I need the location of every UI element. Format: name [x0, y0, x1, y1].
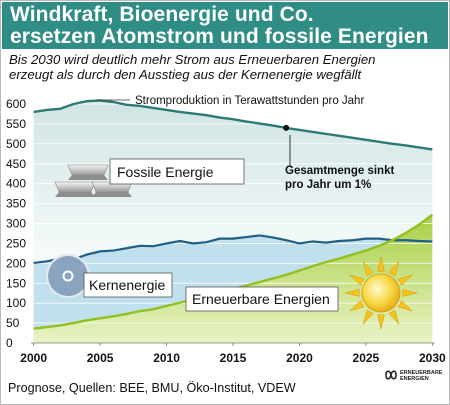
y-tick-label: 50: [6, 316, 20, 330]
source-note: Prognose, Quellen: BEE, BMU, Öko-Institu…: [8, 381, 296, 395]
nuclear-label-box: [83, 272, 173, 298]
annotation-total-decline-line-2: pro Jahr um 1%: [285, 179, 371, 191]
y-tick-label: 0: [6, 336, 13, 350]
series-line-total: [33, 99, 433, 151]
subtitle-line-1: Bis 2030 wird deutlich mehr Strom aus Er…: [9, 52, 376, 67]
metal-bars-icon: [54, 164, 133, 197]
y-tick-label: 150: [6, 276, 26, 290]
renewable-energy-label: Erneuerbare Energien: [192, 291, 330, 307]
sun-ray: [388, 309, 400, 325]
sun-ray: [362, 309, 374, 325]
sun-ray: [377, 256, 385, 272]
annotation-total-decline: Gesamtmenge sinkt pro Jahr um 1%: [285, 165, 398, 191]
x-tick-label: 2025: [353, 351, 380, 365]
title-banner: Windkraft, Bioenergie und Co. ersetzen A…: [2, 2, 448, 49]
total-marker-dot: [283, 124, 290, 131]
sun-ray: [377, 314, 385, 330]
radiation-icon: [46, 254, 90, 298]
x-tick-label: 2030: [419, 351, 446, 365]
sun-ray: [397, 274, 413, 286]
x-tick-label: 2020: [286, 351, 313, 365]
y-tick-label: 500: [6, 137, 26, 151]
x-axis: 2000 2005 2010 2015 2020 2025 2030: [20, 343, 446, 365]
sun-ray: [349, 300, 365, 312]
subtitle-line-2: erzeugt als durch den Ausstieg aus der K…: [9, 67, 362, 82]
sun-icon: [344, 256, 418, 330]
series-line-nuclear: [33, 234, 433, 265]
sun-ray: [388, 261, 400, 277]
y-tick-label: 250: [6, 236, 26, 250]
sun-ray: [362, 261, 374, 277]
title-line-2: ersetzen Atomstrom und fossile Energien: [10, 25, 429, 48]
x-tick-label: 2010: [153, 351, 180, 365]
sun-ray: [402, 289, 418, 297]
y-tick-label: 600: [6, 97, 26, 111]
x-tick-label: 2005: [87, 351, 114, 365]
y-axis: 0 50 100 150 200 250 300 350 400 450 500 550 600: [6, 97, 435, 350]
y-tick-label: 350: [6, 197, 26, 211]
y-tick-label: 100: [6, 296, 26, 310]
renewable-label-box: [185, 286, 339, 312]
logo-text-line-1: ERNEUERBARE: [400, 370, 443, 376]
sun-ray: [397, 300, 413, 312]
subtitle: Bis 2030 wird deutlich mehr Strom aus Er…: [9, 52, 445, 82]
y-tick-label: 400: [6, 177, 26, 191]
sun-ray: [344, 289, 360, 297]
x-tick-label: 2000: [20, 351, 47, 365]
nuclear-energy-label: Kernenergie: [89, 277, 165, 293]
infinity-logo-icon: [385, 370, 397, 380]
y-tick-label: 550: [6, 117, 26, 131]
logo-text-line-2: ENERGIEN: [400, 376, 429, 382]
fossil-energy-label: Fossile Energie: [117, 164, 214, 180]
title-line-1: Windkraft, Bioenergie und Co.: [10, 3, 314, 26]
sun-ray: [349, 274, 365, 286]
y-tick-label: 200: [6, 256, 26, 270]
x-tick-label: 2015: [220, 351, 247, 365]
y-tick-label: 300: [6, 217, 26, 231]
fossil-label-box: [109, 158, 245, 185]
logo: ERNEUERBARE ENERGIEN: [382, 368, 442, 398]
y-tick-label: 450: [6, 157, 26, 171]
annotation-production: Stromproduktion in Terawattstunden pro J…: [135, 95, 364, 107]
